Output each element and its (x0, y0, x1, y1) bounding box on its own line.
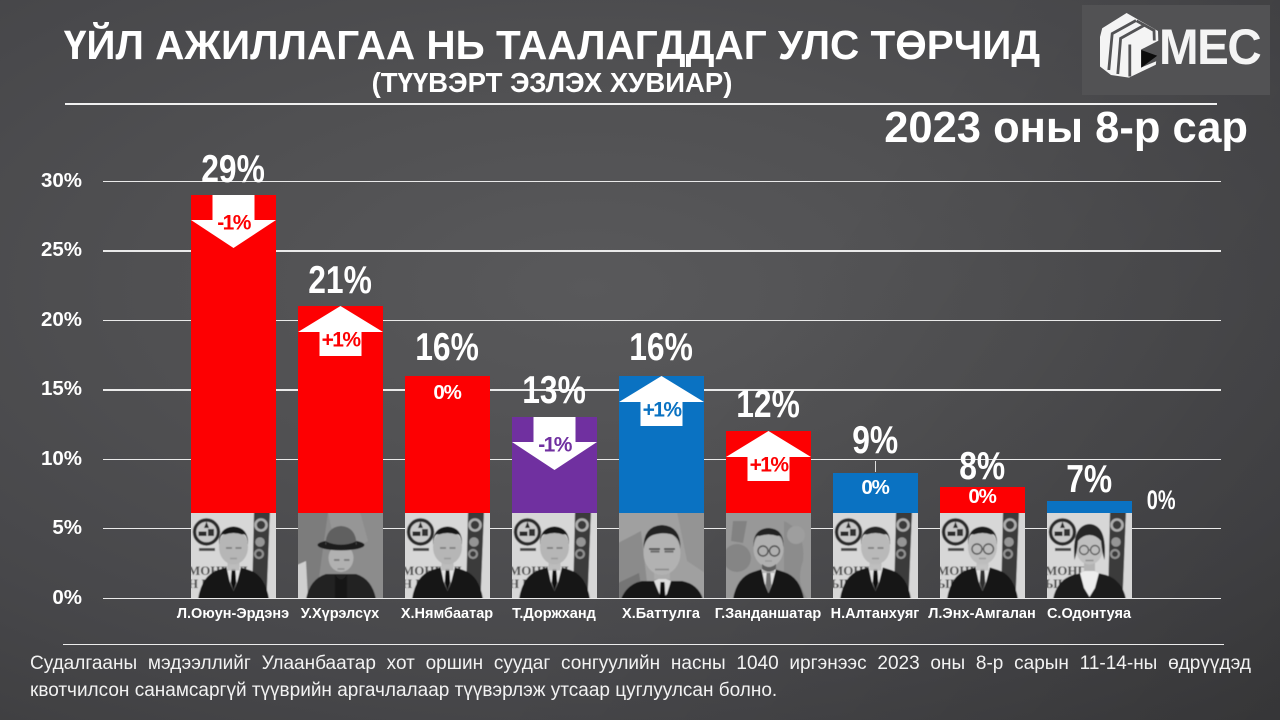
svg-text:-1%: -1% (538, 434, 572, 457)
svg-text:МОНГ: МОНГ (1047, 563, 1086, 578)
svg-text:+1%: +1% (642, 398, 682, 421)
svg-text:+1%: +1% (749, 454, 789, 477)
svg-text:-1%: -1% (217, 211, 251, 234)
svg-text:+1%: +1% (321, 329, 361, 352)
